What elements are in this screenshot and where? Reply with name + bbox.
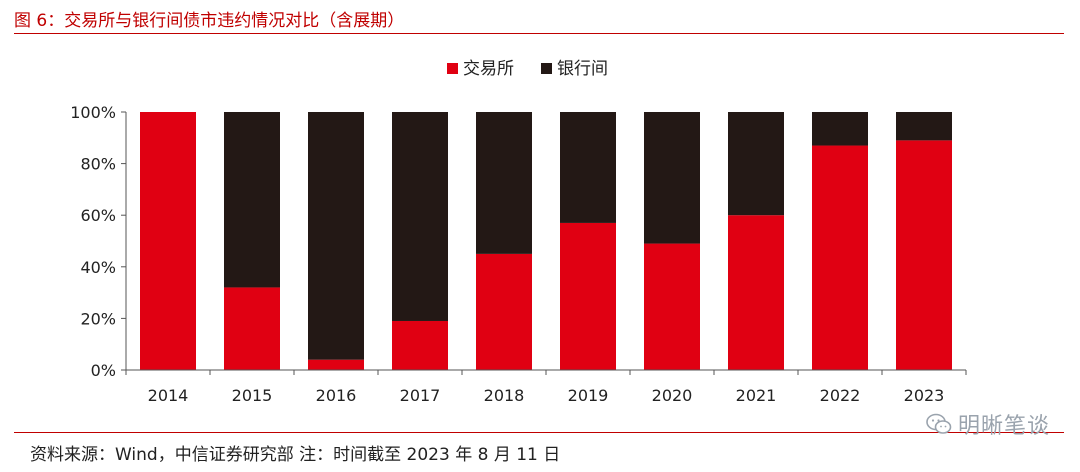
y-tick-label: 0%: [91, 361, 116, 380]
bar-2014-series-0: [140, 112, 196, 370]
y-tick-label: 80%: [80, 155, 116, 174]
bar-2018-series-1: [476, 112, 532, 254]
x-tick-label: 2019: [568, 386, 609, 405]
x-tick-label: 2015: [232, 386, 273, 405]
bar-2021-series-0: [728, 215, 784, 370]
wechat-icon: [926, 413, 952, 434]
bar-2023-series-1: [896, 112, 952, 141]
legend: 交易所 银行间: [447, 59, 608, 79]
title-divider: [14, 33, 1064, 34]
source-note: 资料来源：Wind，中信证券研究部 注：时间截至 2023 年 8 月 11 日: [30, 445, 561, 465]
x-tick-label: 2014: [148, 386, 189, 405]
bar-2020-series-1: [644, 112, 700, 244]
bar-2015-series-1: [224, 112, 280, 288]
bar-2023-series-0: [896, 140, 952, 370]
bar-2015-series-0: [224, 287, 280, 370]
y-tick-label: 20%: [80, 309, 116, 328]
bar-2022-series-0: [812, 145, 868, 370]
x-tick-label: 2017: [400, 386, 441, 405]
bar-2016-series-0: [308, 359, 364, 370]
x-tick-label: 2021: [736, 386, 777, 405]
bar-2017-series-1: [392, 112, 448, 321]
y-tick-label: 100%: [70, 103, 116, 122]
bar-2020-series-0: [644, 243, 700, 370]
legend-swatch-0: [447, 63, 458, 74]
legend-swatch-1: [541, 63, 552, 74]
bars: [140, 112, 952, 370]
bar-2017-series-0: [392, 320, 448, 370]
axes: 0% 20% 40% 60% 80% 100% 2014 2015 2016 2017 2018 20…: [70, 103, 967, 405]
bar-2019-series-0: [560, 222, 616, 370]
legend-label-0: 交易所: [463, 59, 514, 79]
bar-2019-series-1: [560, 112, 616, 223]
watermark-text: 明晰笔谈: [957, 414, 1050, 439]
chart-title: 图 6：交易所与银行间债市违约情况对比（含展期）: [14, 11, 405, 31]
x-tick-label: 2022: [820, 386, 861, 405]
watermark: 明晰笔谈: [926, 408, 1050, 440]
y-tick-label: 60%: [80, 206, 116, 225]
stacked-bar-chart: 交易所 银行间 0% 20% 40% 60% 80% 100% 2014 2015 2016 201…: [70, 59, 967, 405]
y-tick-label: 40%: [80, 258, 116, 277]
x-tick-label: 2020: [652, 386, 693, 405]
x-tick-label: 2016: [316, 386, 357, 405]
x-tick-label: 2018: [484, 386, 525, 405]
bar-2022-series-1: [812, 112, 868, 146]
bar-2016-series-1: [308, 112, 364, 360]
bar-2018-series-0: [476, 253, 532, 370]
legend-label-1: 银行间: [557, 59, 608, 79]
bar-2021-series-1: [728, 112, 784, 216]
footer-divider: [14, 432, 1064, 433]
x-tick-label: 2023: [904, 386, 945, 405]
